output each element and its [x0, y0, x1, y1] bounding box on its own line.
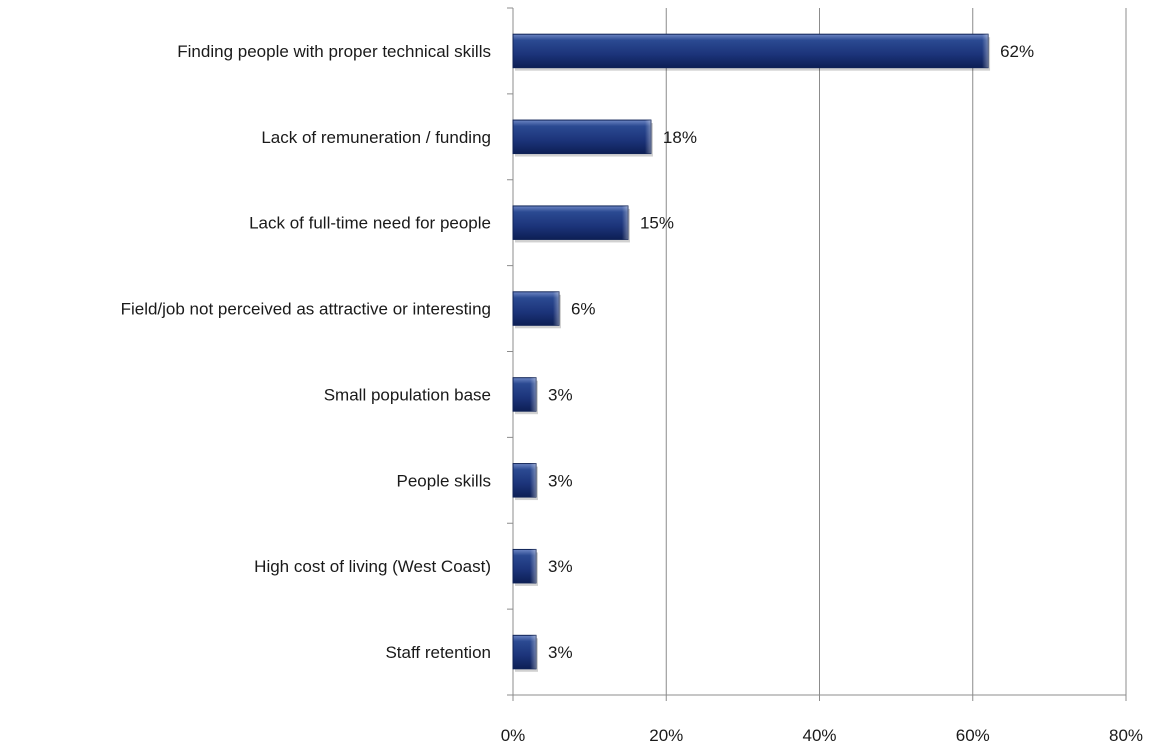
gridlines [665, 8, 1127, 695]
category-label: Field/job not perceived as attractive or… [121, 300, 491, 319]
bar-highlight [529, 549, 536, 583]
category-label: Lack of full-time need for people [249, 214, 491, 233]
bar-highlight [529, 377, 536, 412]
data-label: 62% [1000, 42, 1034, 61]
category-label: People skills [397, 471, 492, 490]
labels: 0% 20% 40% 60% 80% Finding people with proper… [121, 42, 1143, 745]
data-label: 3% [548, 643, 573, 662]
bar-highlight [982, 34, 989, 68]
data-label: 18% [663, 128, 697, 147]
bar [512, 291, 560, 326]
x-tick-label: 80% [1109, 726, 1143, 745]
axes [507, 7, 1127, 701]
bar-highlight [529, 635, 536, 669]
bar-highlight [552, 291, 559, 326]
x-tick-label: 60% [956, 726, 990, 745]
category-label: High cost of living (West Coast) [254, 557, 491, 576]
bars [512, 33, 991, 672]
bar-highlight [644, 120, 651, 154]
x-tick-label: 20% [649, 726, 683, 745]
x-tick-label: 40% [802, 726, 836, 745]
category-label: Finding people with proper technical ski… [177, 42, 491, 61]
bar-highlight [621, 205, 628, 240]
category-label: Staff retention [385, 643, 491, 662]
bar [512, 119, 652, 155]
data-label: 15% [640, 214, 674, 233]
data-label: 3% [548, 557, 573, 576]
category-label: Small population base [324, 385, 491, 404]
bar [512, 205, 629, 240]
category-label: Lack of remuneration / funding [261, 128, 491, 147]
data-label: 3% [548, 471, 573, 490]
x-tick-label: 0% [501, 726, 526, 745]
data-label: 6% [571, 300, 596, 319]
data-label: 3% [548, 385, 573, 404]
bar-highlight [529, 463, 536, 498]
bar [512, 33, 989, 69]
